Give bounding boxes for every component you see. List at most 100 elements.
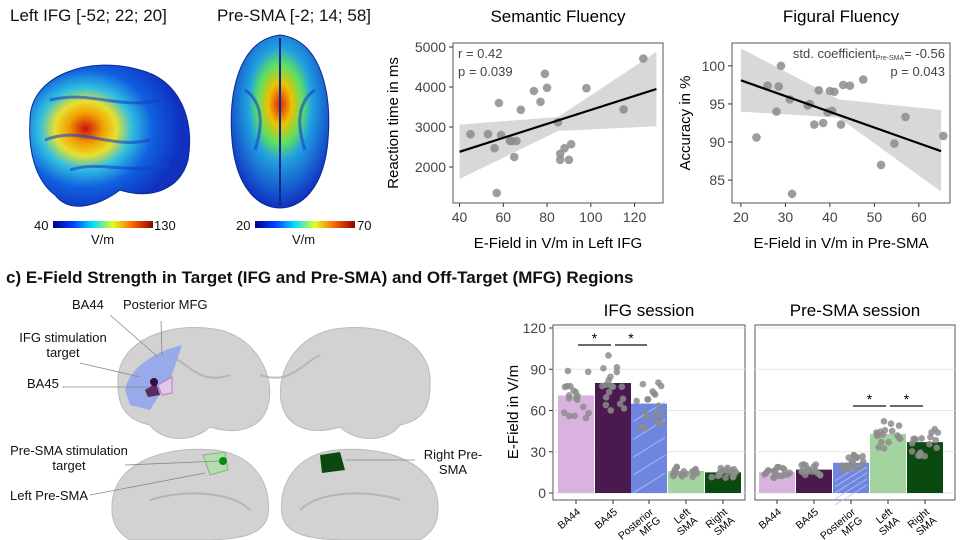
- scatter-0: 40 60 80 100 120 2000 3000 4000 5000 Semantic Flu…: [385, 7, 664, 252]
- data-point: [564, 155, 574, 165]
- jitter-point: [605, 388, 613, 396]
- label-ifg-target: IFG stimulation target: [19, 330, 107, 360]
- jitter-point: [848, 458, 856, 466]
- y-tick-label: 4000: [415, 79, 446, 95]
- data-point: [494, 98, 504, 108]
- significance-star: *: [867, 391, 873, 407]
- std-coefficient: std. coefficientPre-SMA= -0.56: [793, 46, 945, 62]
- jitter-point: [613, 368, 621, 376]
- y-tick-label: 85: [709, 172, 725, 188]
- jitter-point: [618, 383, 626, 391]
- jitter-point: [878, 438, 885, 446]
- y-tick-label: 0: [538, 485, 546, 501]
- hatch-line: [834, 472, 868, 494]
- jitter-point: [639, 380, 647, 388]
- coef-value: = -0.56: [904, 46, 945, 61]
- data-point: [639, 54, 648, 63]
- x-tick-label: 60: [911, 209, 927, 225]
- ba44-region: [157, 376, 173, 396]
- ifg-brain-title: Left IFG [-52; 22; 20]: [10, 6, 167, 25]
- jitter-point: [798, 461, 806, 469]
- x-tick-label: 20: [733, 209, 749, 225]
- hatch-line: [834, 478, 868, 500]
- data-point: [876, 160, 886, 170]
- data-point: [566, 139, 576, 149]
- scatter-plots: 40 60 80 100 120 2000 3000 4000 5000 Semantic Flu…: [385, 7, 951, 252]
- x-axis-label: E-Field in V/m in Pre-SMA: [753, 235, 928, 252]
- x-tick-label: RightSMA: [703, 506, 737, 539]
- jitter-point: [885, 438, 892, 446]
- x-tick-label-line: BA44: [556, 506, 584, 532]
- y-tick-label: 95: [709, 96, 725, 112]
- label-ba44: BA44: [72, 297, 104, 312]
- jitter-point: [585, 409, 592, 417]
- jitter-point: [770, 467, 778, 475]
- data-point: [509, 152, 519, 162]
- plot-frame: [452, 42, 664, 204]
- bar-ba44: [759, 472, 795, 493]
- jitter-point: [580, 403, 587, 411]
- data-point: [560, 143, 569, 153]
- data-point: [763, 81, 772, 90]
- regression-line: [459, 87, 657, 153]
- y-tick-label: 5000: [415, 39, 446, 55]
- presma-colorbar: [255, 221, 355, 228]
- data-point: [542, 83, 552, 93]
- jitter-point: [887, 420, 895, 427]
- jitter-point: [859, 457, 867, 465]
- jitter-point: [633, 397, 640, 405]
- jitter-point: [888, 427, 896, 435]
- x-tick-label: PosteriorMFG: [616, 506, 663, 540]
- confidence-band: [740, 48, 942, 192]
- significance-star: *: [628, 330, 634, 346]
- bar-panel-0: 0 30 60 90 120 IFG session BA44 BA45PosteriorMF…: [523, 301, 746, 540]
- panel-title: Pre-SMA session: [790, 301, 920, 320]
- y-tick-label: 3000: [415, 119, 446, 135]
- jitter-point: [728, 467, 735, 475]
- jitter-point: [859, 453, 866, 460]
- jitter-point: [602, 401, 610, 409]
- y-tick-label: 90: [709, 134, 725, 150]
- x-tick-label-line: BA44: [757, 506, 785, 532]
- data-point: [529, 86, 539, 96]
- jitter-point: [874, 430, 881, 438]
- jitter-point: [565, 394, 573, 402]
- x-tick-label: PosteriorMFG: [818, 506, 865, 540]
- jitter-point: [844, 465, 852, 473]
- ifg-colorbar-max: 130: [154, 218, 176, 233]
- data-point: [890, 139, 899, 148]
- x-tick-label: 40: [822, 209, 838, 225]
- y-tick-label: 60: [530, 403, 546, 419]
- data-point: [830, 87, 839, 97]
- data-point: [818, 118, 828, 128]
- plot-frame: [731, 42, 951, 204]
- jitter-point: [566, 412, 573, 420]
- data-point: [858, 75, 868, 84]
- jitter-point: [616, 400, 624, 408]
- y-axis-label: E-Field in V/m: [505, 365, 522, 459]
- jitter-point: [584, 368, 592, 376]
- data-point: [512, 136, 521, 146]
- jitter-point: [613, 364, 621, 371]
- x-axis-label: E-Field in V/m in Left IFG: [474, 235, 642, 252]
- chart-title: Figural Fluency: [783, 7, 900, 26]
- left-medial-brain: [111, 448, 270, 540]
- data-point: [810, 120, 819, 129]
- jitter-point: [620, 405, 628, 412]
- jitter-point: [582, 414, 590, 422]
- coef-subscript: Pre-SMA: [876, 55, 905, 62]
- presma-colorbar-unit: V/m: [292, 232, 316, 247]
- data-point: [776, 61, 786, 71]
- jitter-point: [814, 469, 821, 477]
- data-point: [774, 82, 784, 91]
- hatch-line: [632, 454, 666, 476]
- jitter-point: [853, 465, 860, 473]
- panel-c-title: c) E-Field Strength in Target (IFG and P…: [6, 268, 634, 287]
- hatch-line: [632, 472, 666, 494]
- jitter-point: [933, 444, 940, 452]
- x-tick-label: LeftSMA: [668, 506, 700, 538]
- x-tick-label: 30: [778, 209, 794, 225]
- jitter-point: [652, 411, 660, 419]
